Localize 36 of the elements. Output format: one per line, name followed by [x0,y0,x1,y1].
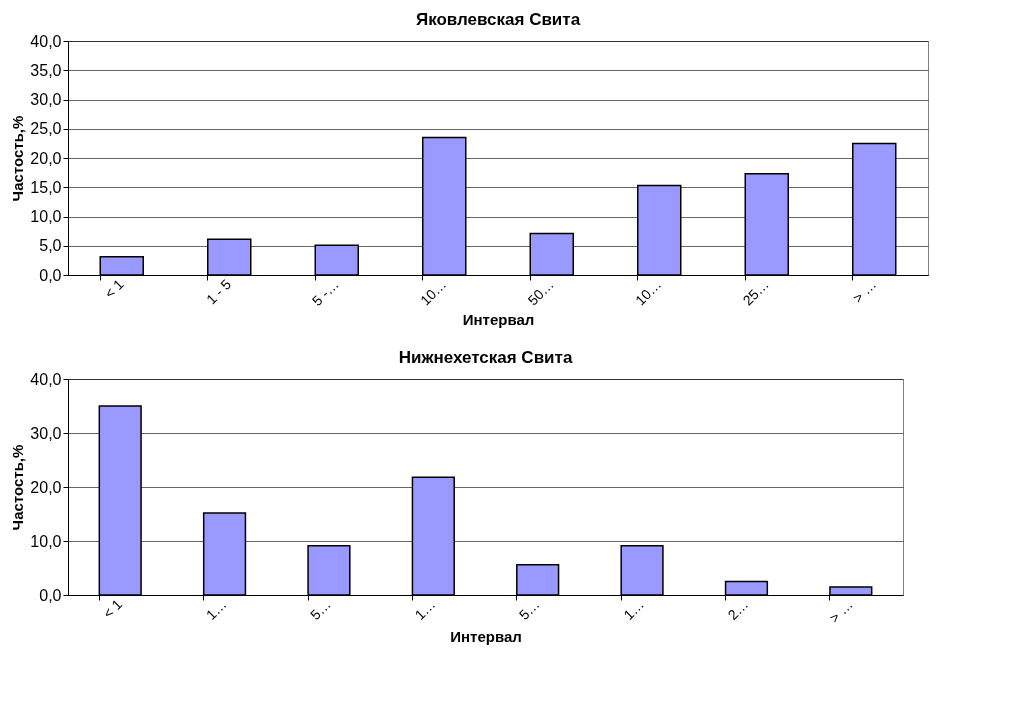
y-axis-title: Частость,% [9,444,27,531]
x-tick-label: < 1 [101,275,127,302]
y-tick-label: 30,0 [30,91,62,108]
x-tick-label: 5 -… [308,276,342,309]
x-tick-label: < 1 [99,595,126,622]
x-tick-label: > … [849,276,880,306]
x-tick-label: 50… [524,276,557,309]
x-tick-label: 25… [739,276,772,309]
y-tick-label: 20,0 [30,149,62,167]
y-tick-label: 10,0 [30,532,62,550]
x-tick-label: 5… [307,596,334,623]
y-axis-title: Частость,% [9,115,27,202]
y-tick-label: 25,0 [30,120,62,138]
x-tick-label: 1… [202,596,230,623]
y-tick-label: 35,0 [30,61,62,79]
y-tick-label: 0,0 [39,266,62,284]
x-axis-title: Интервал [450,627,522,645]
x-tick-label: 10… [416,276,450,309]
x-tick-label: > … [826,596,856,626]
x-tick-label: 5… [515,596,543,623]
y-tick-label: 10,0 [30,208,62,225]
x-tick-label: 2… [724,596,752,623]
y-tick-label: 0,0 [39,586,62,604]
x-axis-title: Интервал [462,310,535,328]
y-tick-label: 20,0 [30,478,62,496]
y-tick-label: 40,0 [30,32,62,50]
x-tick-label: 1… [620,596,648,623]
x-tick-label: 10… [631,276,665,309]
y-tick-label: 5,0 [39,237,62,255]
y-tick-label: 15,0 [30,178,62,196]
x-tick-label: 1 - 5 [203,275,235,308]
y-tick-label: 30,0 [30,424,62,442]
x-tick-label: 1… [411,596,439,623]
chart-title: Яковлевская Свита [415,10,581,29]
chart-title: Нижнехетская Свита [398,348,573,367]
y-tick-label: 40,0 [30,370,62,388]
